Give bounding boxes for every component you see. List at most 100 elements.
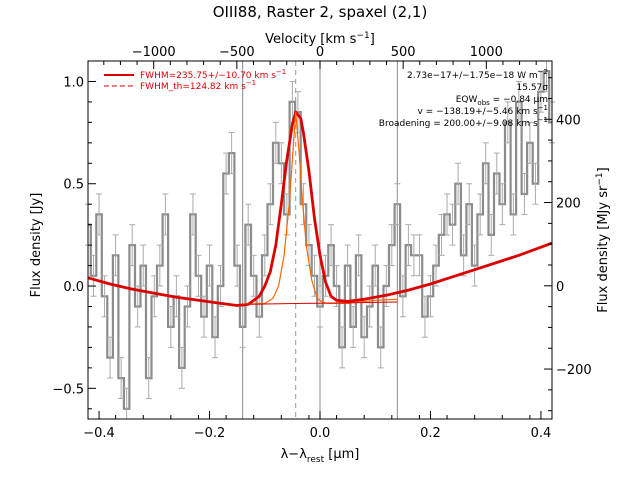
data-point-15 [167,305,174,348]
data-point-47 [344,244,351,287]
annotation-broadening: Broadening = 200.00+/−9.08 km s−1 [379,116,548,129]
top-tick-label-2: 0 [316,45,324,60]
legend-entry-thermal: FWHM_th=124.82 km s−1 [140,79,256,92]
data-point-27 [234,244,241,287]
annotation-line-flux: 2.73e−17+/−1.75e−18 W m−2 [407,68,548,81]
data-point-19 [189,193,196,236]
data-point-78 [515,80,522,123]
top-tick-label-1: −500 [219,45,255,60]
plot-area [85,60,555,420]
annotations: 2.73e−17+/−1.75e−18 W m−2 15.57σ EQWobs … [379,68,548,129]
data-point-20 [195,254,202,297]
baseline-fit-curve [242,301,398,305]
annotation-velocity: v = −138.19+/−5.46 km s−1 [418,104,549,117]
data-point-67 [455,162,462,205]
data-point-56 [394,183,401,226]
data-point-58 [405,224,412,267]
top-axis-label: Velocity [km s−1] [265,31,375,47]
data-point-60 [416,234,423,277]
data-point-8 [129,224,136,267]
data-point-82 [537,70,544,113]
data-point-24 [217,265,224,307]
data-point-29 [245,203,252,246]
data-point-61 [421,295,428,338]
y-axis-label: Flux density [Jy] [29,193,44,298]
data-point-4 [107,336,114,379]
gaussian-fit-curve [87,110,553,307]
observed-spectrum-line [88,70,552,410]
x-tick-label-2: 0.0 [310,426,331,441]
data-point-76 [504,101,511,144]
top-tick-label-3: 500 [391,45,416,60]
data-point-2 [96,193,103,236]
data-point-44 [328,224,335,267]
x-tick-label-1: −0.2 [194,426,226,441]
x-tick-label-4: 0.4 [531,426,552,441]
annotation-eqw: EQWobs = −0.84 μm [456,95,548,107]
data-point-30 [250,254,257,297]
legend-entry-fit: FWHM=235.75+/−10.70 km s−1 [140,68,286,81]
data-point-59 [410,234,417,277]
right-axis-label: Flux density [MJy sr−1] [595,167,611,312]
top-tick-label-4: 1000 [470,45,503,60]
data-point-72 [482,142,489,185]
x-axis-label: λ−λrest [μm] [281,447,360,465]
annotation-significance: 15.57σ [517,83,549,93]
data-point-80 [526,121,533,164]
right-tick-label-1: 0 [556,280,564,295]
data-point-32 [261,234,268,277]
data-point-10 [140,244,147,287]
data-point-69 [466,183,473,226]
y-tick-label-3: 1.0 [63,75,84,90]
data-point-18 [184,285,191,328]
data-point-53 [377,326,384,369]
data-point-22 [206,244,213,287]
data-point-51 [366,285,373,328]
data-point-68 [460,234,467,277]
chart-title: OIII88, Raster 2, spaxel (2,1) [213,3,428,21]
data-point-70 [471,244,478,287]
data-point-21 [201,295,207,338]
data-point-66 [449,203,456,246]
data-point-46 [339,326,346,369]
data-point-49 [355,234,362,277]
data-point-57 [399,275,406,318]
data-point-64 [438,213,445,256]
data-point-65 [444,193,451,236]
data-point-9 [134,285,141,328]
data-point-1 [90,254,97,297]
data-point-42 [317,285,323,328]
y-tick-label-0: −0.5 [52,382,84,397]
data-point-5 [112,234,119,277]
svg-text:Velocity [km s−1]: Velocity [km s−1] [265,31,375,47]
data-point-6 [118,357,125,400]
right-tick-label-2: 200 [556,197,581,212]
y-tick-label-1: 0.0 [63,280,84,295]
data-point-33 [267,183,274,226]
data-point-26 [228,132,235,175]
data-point-34 [272,121,279,164]
data-point-73 [488,213,495,256]
svg-text:λ−λrest [μm]: λ−λrest [μm] [281,447,360,465]
axes: −0.4 −0.2 0.0 0.2 0.4 −0.5 0.0 0.5 1.0 −1000 −500 0… [52,45,591,441]
x-tick-label-0: −0.4 [83,426,115,441]
data-point-74 [493,152,500,195]
data-point-71 [477,193,484,236]
data-point-17 [178,346,185,389]
x-tick-label-3: 0.2 [420,426,441,441]
top-tick-label-0: −1000 [132,45,176,60]
data-point-79 [521,173,528,215]
right-tick-label-0: −200 [556,363,592,378]
data-point-55 [388,224,395,267]
data-point-13 [156,244,163,287]
data-point-48 [350,305,357,348]
data-point-75 [499,183,506,226]
data-point-23 [212,316,219,359]
legend: FWHM=235.75+/−10.70 km s−1 FWHM_th=124.8… [104,68,286,92]
data-point-50 [361,316,368,359]
data-point-77 [510,193,517,236]
right-tick-label-3: 400 [556,113,581,128]
data-point-11 [145,357,152,400]
data-point-12 [151,275,158,318]
